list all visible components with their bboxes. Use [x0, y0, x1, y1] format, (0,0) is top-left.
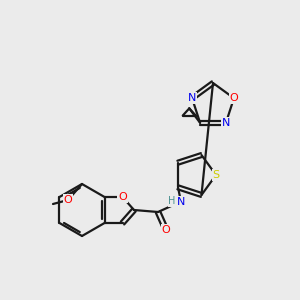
Text: O: O	[162, 225, 170, 235]
Text: N: N	[188, 93, 196, 103]
Text: S: S	[212, 170, 220, 180]
Text: O: O	[64, 195, 72, 205]
Text: O: O	[230, 93, 238, 103]
Text: N: N	[222, 118, 230, 128]
Text: H: H	[168, 196, 176, 206]
Text: O: O	[118, 192, 127, 202]
Text: N: N	[177, 197, 185, 207]
